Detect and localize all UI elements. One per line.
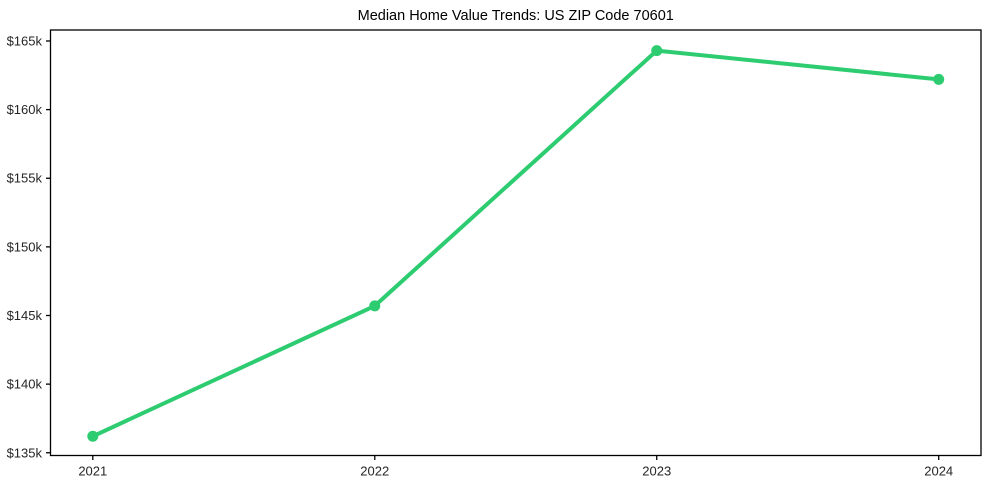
- chart-title: Median Home Value Trends: US ZIP Code 70…: [358, 8, 674, 24]
- y-tick-label: $155k: [7, 171, 43, 186]
- data-point-marker: [651, 45, 663, 57]
- x-tick-label: 2021: [78, 464, 107, 479]
- y-tick-label: $165k: [7, 33, 43, 48]
- data-line: [90, 48, 941, 439]
- y-tick-label: $160k: [7, 102, 43, 117]
- plot-area: $135k $140k $145k $150k $155k $160k $165k 2021 2…: [7, 29, 982, 479]
- x-tick-label: 2022: [360, 464, 389, 479]
- x-tick-label: 2023: [642, 464, 671, 479]
- y-tick-label: $140k: [7, 377, 43, 392]
- data-point-marker: [87, 430, 99, 442]
- y-tick-label: $150k: [7, 239, 43, 254]
- data-point-marker: [933, 73, 945, 85]
- axes-border: [49, 29, 982, 457]
- data-point-marker: [369, 300, 381, 312]
- x-tick-label: 2024: [924, 464, 953, 479]
- y-tick-label: $135k: [7, 445, 43, 460]
- y-tick-label: $145k: [7, 308, 43, 323]
